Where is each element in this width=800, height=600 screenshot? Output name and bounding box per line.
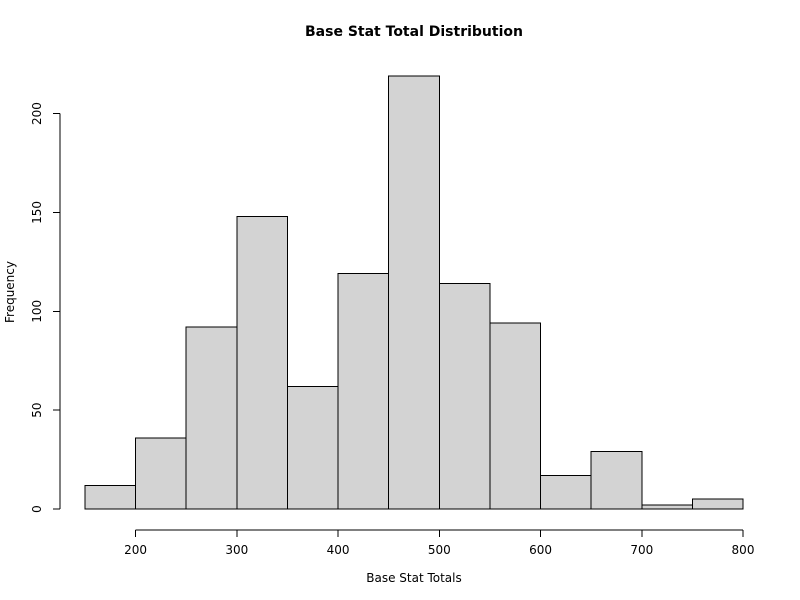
histogram-bar — [135, 437, 187, 510]
histogram-bar — [641, 504, 693, 510]
x-tick-label: 400 — [327, 543, 350, 557]
y-tick-label: 150 — [30, 201, 44, 224]
histogram-bar — [84, 484, 137, 510]
chart-title: Base Stat Total Distribution — [305, 24, 523, 40]
x-tick-label: 800 — [732, 543, 755, 557]
y-tick-label: 50 — [30, 403, 44, 418]
histogram-bar — [590, 451, 643, 510]
y-tick-label: 0 — [30, 505, 44, 513]
histogram-bar — [185, 326, 238, 510]
histogram-bar — [691, 498, 744, 510]
x-axis-label: Base Stat Totals — [366, 571, 462, 585]
x-tick-label: 500 — [428, 543, 451, 557]
x-tick-label: 300 — [225, 543, 248, 557]
bars-group — [84, 75, 744, 510]
x-axis: 200 300 400 500 600 700 800 — [124, 529, 755, 557]
histogram-bar — [236, 215, 288, 510]
y-axis: 0 50 100 150 200 — [30, 102, 61, 513]
histogram-bar — [388, 75, 440, 510]
histogram-bar — [489, 322, 542, 510]
histogram-bar — [540, 474, 592, 510]
x-tick-label: 700 — [630, 543, 653, 557]
y-tick-label: 200 — [30, 102, 44, 125]
histogram-bar — [286, 385, 339, 510]
y-tick-label: 100 — [30, 300, 44, 323]
x-tick-label: 600 — [529, 543, 552, 557]
y-axis-label: Frequency — [3, 261, 17, 323]
histogram-bar — [337, 273, 390, 510]
x-tick-label: 200 — [124, 543, 147, 557]
histogram-bar — [438, 283, 491, 510]
